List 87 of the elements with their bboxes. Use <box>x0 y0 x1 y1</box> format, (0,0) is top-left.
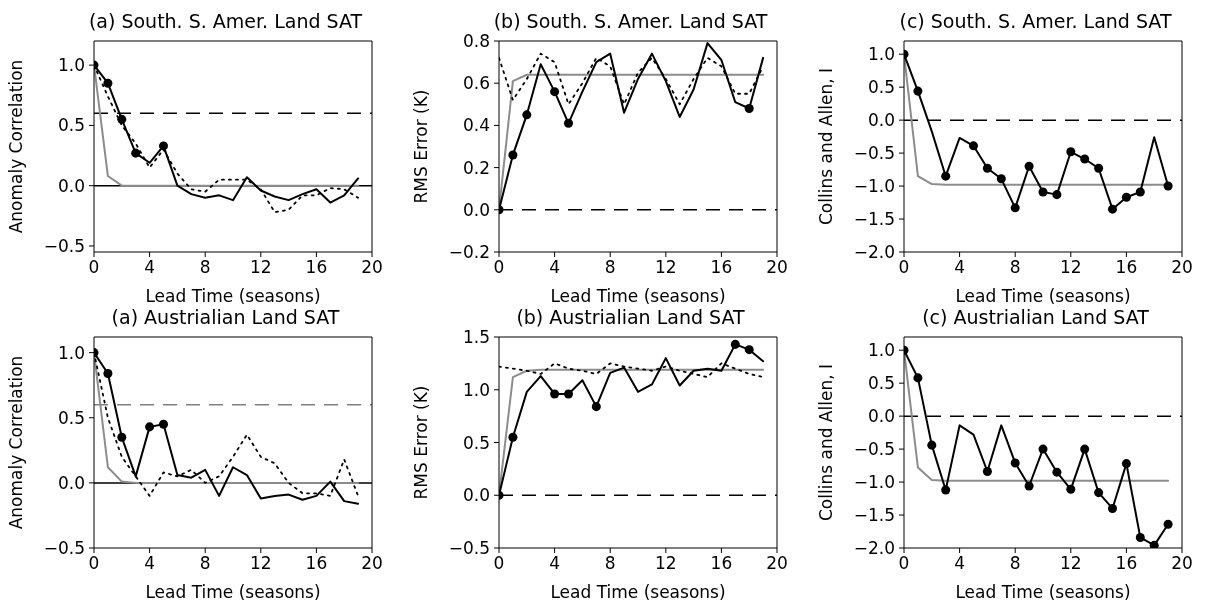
y-tick-label: 0.0 <box>57 472 85 493</box>
x-tick-label: 20 <box>766 553 788 574</box>
x-tick-label: 8 <box>604 257 616 278</box>
y-tick-label: 0.6 <box>462 73 490 94</box>
x-tick-label: 16 <box>305 553 328 574</box>
x-tick-label: 16 <box>1115 553 1138 574</box>
x-tick-label: 0 <box>88 553 100 574</box>
x-tick-label: 8 <box>199 553 211 574</box>
x-tick-label: 20 <box>1171 553 1193 574</box>
y-tick-label: 0.5 <box>867 373 895 394</box>
x-tick-label: 12 <box>249 553 272 574</box>
x-tick-label: 4 <box>144 257 156 278</box>
y-tick-label: −0.5 <box>43 236 85 257</box>
y-tick-label: −0.5 <box>853 439 895 460</box>
chart-title: (a) South. S. Amer. Land SAT <box>87 9 364 34</box>
chart-title: (b) South. S. Amer. Land SAT <box>493 10 768 32</box>
y-axis-title: Anomaly Correlation <box>6 59 27 234</box>
x-tick-label: 0 <box>493 553 505 574</box>
y-tick-label: 0.0 <box>57 175 85 196</box>
x-tick-label: 20 <box>766 257 788 278</box>
y-tick-label: 0.8 <box>462 31 490 52</box>
y-tick-label: −1.0 <box>853 472 895 493</box>
y-tick-label: 0.2 <box>462 157 490 178</box>
x-tick-label: 16 <box>1115 257 1138 278</box>
y-tick-label: −0.5 <box>43 538 85 559</box>
y-tick-label: 0.0 <box>462 485 490 506</box>
x-axis-title: Lead Time (seasons) <box>550 582 726 602</box>
x-tick-label: 12 <box>1059 257 1082 278</box>
y-tick-label: 0.0 <box>462 199 490 220</box>
y-axis-title: RMS Error (K) <box>411 385 432 500</box>
y-axis-title: Collins and Allen, I <box>816 68 837 225</box>
chart-title: (b) Austrialian Land SAT <box>516 306 745 328</box>
chart-title: (c) South. S. Amer. Land SAT <box>898 9 1173 34</box>
x-tick-label: 0 <box>493 257 505 278</box>
x-tick-label: 0 <box>898 257 910 278</box>
y-tick-label: 1.0 <box>57 342 85 363</box>
x-tick-label: 16 <box>710 553 733 574</box>
x-axis-title: Lead Time (seasons) <box>145 286 321 306</box>
chart-title: (a) Austrialian Land SAT <box>110 305 341 330</box>
y-tick-label: 1.5 <box>462 327 490 348</box>
y-axis-title: Collins and Allen, I <box>816 364 837 521</box>
x-tick-label: 8 <box>1009 257 1021 278</box>
x-tick-label: 12 <box>1059 553 1082 574</box>
x-tick-label: 12 <box>654 553 677 574</box>
x-tick-label: 20 <box>1171 257 1193 278</box>
x-axis-title: Lead Time (seasons) <box>145 582 321 602</box>
x-tick-label: 8 <box>1009 553 1021 574</box>
y-tick-label: −2.0 <box>853 538 895 559</box>
y-tick-label: −0.5 <box>448 538 490 559</box>
x-tick-label: 8 <box>604 553 616 574</box>
x-tick-label: 4 <box>549 257 561 278</box>
y-tick-label: 0.5 <box>867 77 895 98</box>
y-tick-label: 0.0 <box>867 406 895 427</box>
y-tick-label: 1.0 <box>867 44 895 65</box>
x-tick-label: 16 <box>710 257 733 278</box>
y-tick-label: −0.2 <box>448 242 490 263</box>
y-axis-title: RMS Error (K) <box>411 89 432 204</box>
x-tick-label: 0 <box>88 257 100 278</box>
y-tick-label: −1.0 <box>853 176 895 197</box>
x-tick-label: 20 <box>361 553 383 574</box>
y-axis-title: Anomaly Correlation <box>6 355 27 530</box>
y-tick-label: 0.5 <box>57 115 85 136</box>
x-axis-title: Lead Time (seasons) <box>955 286 1131 306</box>
x-axis-title: Lead Time (seasons) <box>955 582 1131 602</box>
x-tick-label: 12 <box>654 257 677 278</box>
y-tick-label: −2.0 <box>853 242 895 263</box>
x-tick-label: 4 <box>549 553 561 574</box>
y-tick-label: 1.0 <box>462 379 490 400</box>
y-tick-label: −1.5 <box>853 209 895 230</box>
y-tick-label: 1.0 <box>867 340 895 361</box>
y-tick-label: 1.0 <box>57 55 85 76</box>
x-tick-label: 4 <box>144 553 156 574</box>
x-tick-label: 16 <box>305 257 328 278</box>
x-tick-label: 20 <box>361 257 383 278</box>
y-tick-label: −1.5 <box>853 505 895 526</box>
x-tick-label: 8 <box>199 257 211 278</box>
y-tick-label: 0.0 <box>867 110 895 131</box>
y-tick-label: 0.5 <box>57 407 85 428</box>
y-tick-label: −0.5 <box>853 143 895 164</box>
y-tick-label: 0.5 <box>462 432 490 453</box>
x-tick-label: 4 <box>954 257 966 278</box>
chart-title: (c) Austrialian Land SAT <box>921 305 1150 330</box>
x-axis-title: Lead Time (seasons) <box>550 286 726 306</box>
x-tick-label: 0 <box>898 553 910 574</box>
x-tick-label: 4 <box>954 553 966 574</box>
x-tick-label: 12 <box>249 257 272 278</box>
y-tick-label: 0.4 <box>462 115 490 136</box>
